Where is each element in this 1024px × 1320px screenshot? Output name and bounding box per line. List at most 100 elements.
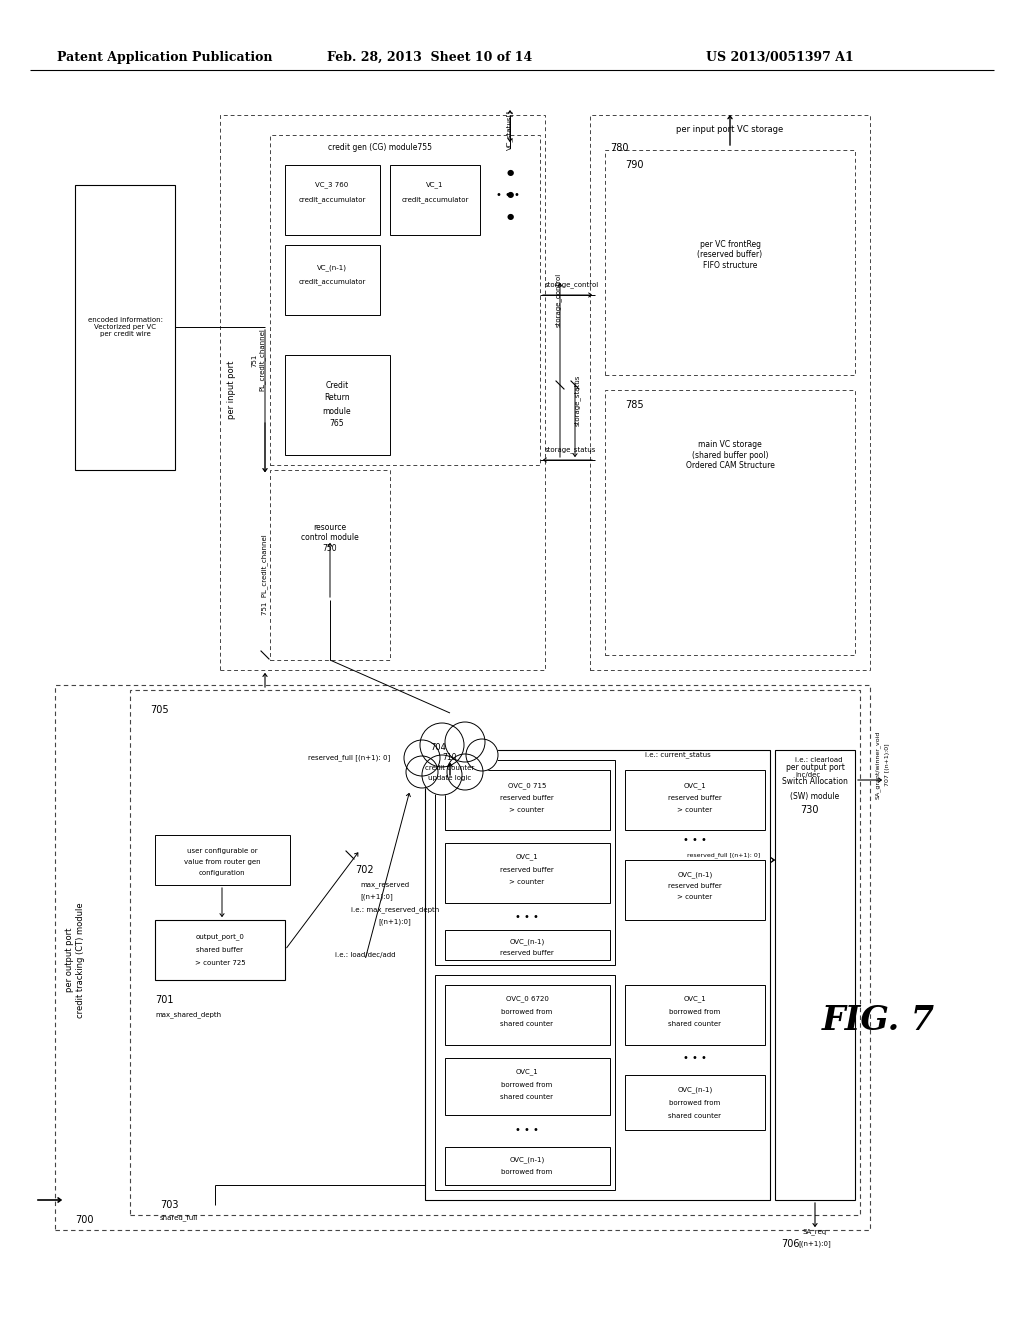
- Text: 707 [(n+1):0]: 707 [(n+1):0]: [885, 743, 890, 787]
- Text: i.e.: current_status: i.e.: current_status: [645, 751, 711, 759]
- Bar: [445, 931, 610, 960]
- Text: credit_accumulator: credit_accumulator: [298, 279, 366, 285]
- Text: VC_(n-1): VC_(n-1): [317, 264, 347, 272]
- Text: credit_accumulator: credit_accumulator: [401, 197, 469, 203]
- Bar: [390, 165, 480, 235]
- Text: 701: 701: [155, 995, 173, 1005]
- Bar: [435, 760, 615, 965]
- Bar: [445, 1059, 610, 1115]
- Text: main VC storage
(shared buffer pool)
Ordered CAM Structure: main VC storage (shared buffer pool) Ord…: [685, 440, 774, 470]
- Bar: [155, 836, 290, 884]
- Text: per VC frontReg
(reserved buffer)
FIFO structure: per VC frontReg (reserved buffer) FIFO s…: [697, 240, 763, 269]
- Text: VC_status[]: VC_status[]: [507, 110, 513, 150]
- Bar: [285, 355, 390, 455]
- Text: reserved buffer: reserved buffer: [500, 950, 554, 956]
- Text: > counter: > counter: [509, 807, 545, 813]
- Text: OVC_0 715: OVC_0 715: [508, 783, 546, 789]
- Bar: [590, 115, 870, 671]
- Text: borrowed from: borrowed from: [670, 1100, 721, 1106]
- Bar: [425, 750, 770, 1200]
- Text: 706: 706: [781, 1239, 800, 1249]
- Text: VC_1: VC_1: [426, 182, 443, 189]
- Text: max_shared_depth: max_shared_depth: [155, 1011, 221, 1018]
- Text: encoded information:
Vectorized per VC
per credit wire: encoded information: Vectorized per VC p…: [87, 317, 163, 337]
- Circle shape: [445, 722, 485, 762]
- Text: Return: Return: [325, 393, 350, 403]
- Text: 710: 710: [442, 754, 458, 763]
- Text: [(n+1):0]: [(n+1):0]: [360, 894, 393, 900]
- Text: FIG. 7: FIG. 7: [821, 1003, 935, 1036]
- Text: shared counter: shared counter: [501, 1094, 554, 1100]
- Text: credit gen (CG) module755: credit gen (CG) module755: [328, 144, 432, 153]
- Bar: [625, 1074, 765, 1130]
- Text: 751
PL_credit_channel: 751 PL_credit_channel: [251, 329, 265, 392]
- Text: per output port
credit tracking (CT) module: per output port credit tracking (CT) mod…: [66, 902, 85, 1018]
- Text: 705: 705: [150, 705, 169, 715]
- Text: shared counter: shared counter: [501, 1020, 554, 1027]
- Text: per output port: per output port: [785, 763, 845, 772]
- Text: 730: 730: [800, 805, 818, 814]
- Text: OVC_(n-1): OVC_(n-1): [509, 939, 545, 945]
- Text: (SW) module: (SW) module: [791, 792, 840, 800]
- Bar: [605, 389, 855, 655]
- Text: borrowed from: borrowed from: [502, 1008, 553, 1015]
- Bar: [270, 135, 540, 465]
- Text: borrowed from: borrowed from: [670, 1008, 721, 1015]
- Text: shared counter: shared counter: [669, 1020, 722, 1027]
- Text: max_reserved: max_reserved: [360, 882, 410, 888]
- Bar: [445, 843, 610, 903]
- Text: > counter 725: > counter 725: [195, 960, 246, 966]
- Text: SA_req: SA_req: [803, 1229, 827, 1236]
- Text: resource
control module
750: resource control module 750: [301, 523, 358, 553]
- Bar: [625, 861, 765, 920]
- Text: inc/dec: inc/dec: [795, 772, 820, 777]
- Bar: [775, 750, 855, 1200]
- Text: 751  PL_credit_channel: 751 PL_credit_channel: [261, 535, 268, 615]
- Circle shape: [466, 739, 498, 771]
- Text: [(n+1):0]: [(n+1):0]: [799, 1241, 831, 1247]
- Text: 790: 790: [625, 160, 643, 170]
- Text: Credit: Credit: [326, 380, 348, 389]
- Text: 785: 785: [625, 400, 644, 411]
- Text: 765: 765: [330, 420, 344, 429]
- Text: shared_full: shared_full: [160, 1214, 199, 1221]
- Bar: [285, 246, 380, 315]
- Bar: [285, 165, 380, 235]
- Text: borrowed from: borrowed from: [502, 1170, 553, 1175]
- Text: Feb. 28, 2013  Sheet 10 of 14: Feb. 28, 2013 Sheet 10 of 14: [328, 50, 532, 63]
- Text: i.e.: clearload: i.e.: clearload: [795, 756, 843, 763]
- Bar: [435, 975, 615, 1191]
- Text: US 2013/0051397 A1: US 2013/0051397 A1: [707, 50, 854, 63]
- Text: reserved_full [(n+1): 0]: reserved_full [(n+1): 0]: [687, 853, 760, 858]
- Text: reserved buffer: reserved buffer: [668, 883, 722, 888]
- Text: ●: ●: [507, 169, 514, 177]
- Text: 702: 702: [355, 865, 374, 875]
- Text: OVC_(n-1): OVC_(n-1): [509, 1156, 545, 1163]
- Text: SA_grant/winner_void: SA_grant/winner_void: [874, 731, 881, 799]
- Circle shape: [404, 741, 440, 776]
- Bar: [625, 770, 765, 830]
- Text: borrowed from: borrowed from: [502, 1082, 553, 1088]
- Text: reserved buffer: reserved buffer: [668, 795, 722, 801]
- Text: module: module: [323, 407, 351, 416]
- Text: update logic: update logic: [428, 775, 472, 781]
- Text: i.e.: max_reserved_depth: i.e.: max_reserved_depth: [351, 907, 439, 913]
- Text: 704: 704: [430, 743, 445, 752]
- Text: • • •: • • •: [515, 1125, 539, 1135]
- Text: reserved buffer: reserved buffer: [500, 867, 554, 873]
- Bar: [270, 470, 390, 660]
- Text: i.e.: load/dec/add: i.e.: load/dec/add: [335, 952, 395, 958]
- Text: VC_3 760: VC_3 760: [315, 182, 348, 189]
- Text: [(n+1):0]: [(n+1):0]: [379, 919, 412, 925]
- Text: OVC_1: OVC_1: [684, 995, 707, 1002]
- Text: 703: 703: [160, 1200, 178, 1210]
- Circle shape: [447, 754, 483, 789]
- Bar: [130, 690, 860, 1214]
- Text: shared buffer: shared buffer: [197, 946, 244, 953]
- Text: • • •: • • •: [515, 912, 539, 921]
- Text: ●: ●: [507, 190, 514, 199]
- Text: per input port VC storage: per input port VC storage: [677, 125, 783, 135]
- Text: credit counter: credit counter: [425, 766, 475, 771]
- Text: storage_control: storage_control: [545, 281, 599, 288]
- Bar: [155, 920, 285, 979]
